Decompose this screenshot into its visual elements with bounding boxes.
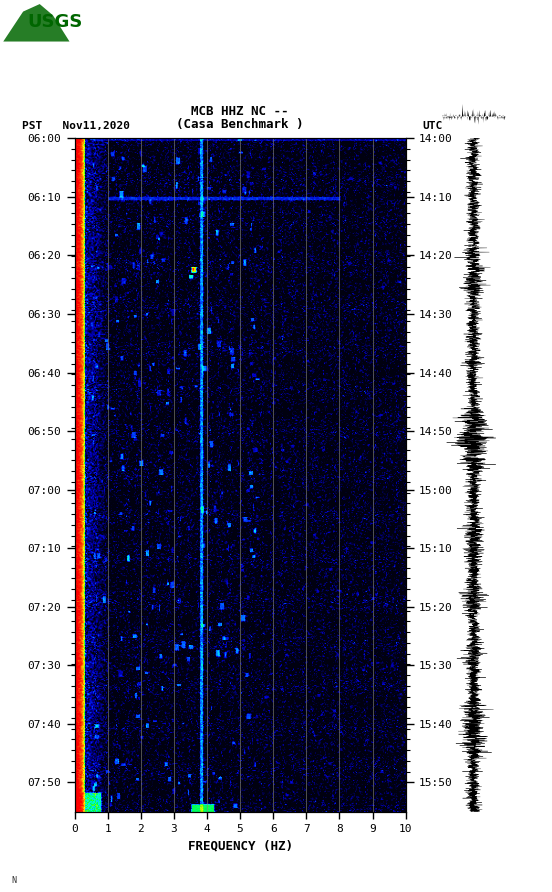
Text: N: N — [11, 876, 16, 885]
Text: UTC: UTC — [422, 121, 443, 131]
X-axis label: FREQUENCY (HZ): FREQUENCY (HZ) — [188, 839, 293, 852]
Text: PST   Nov11,2020: PST Nov11,2020 — [22, 121, 130, 131]
Text: USGS: USGS — [28, 13, 83, 31]
Text: MCB HHZ NC --: MCB HHZ NC -- — [192, 104, 289, 118]
Text: (Casa Benchmark ): (Casa Benchmark ) — [177, 118, 304, 131]
